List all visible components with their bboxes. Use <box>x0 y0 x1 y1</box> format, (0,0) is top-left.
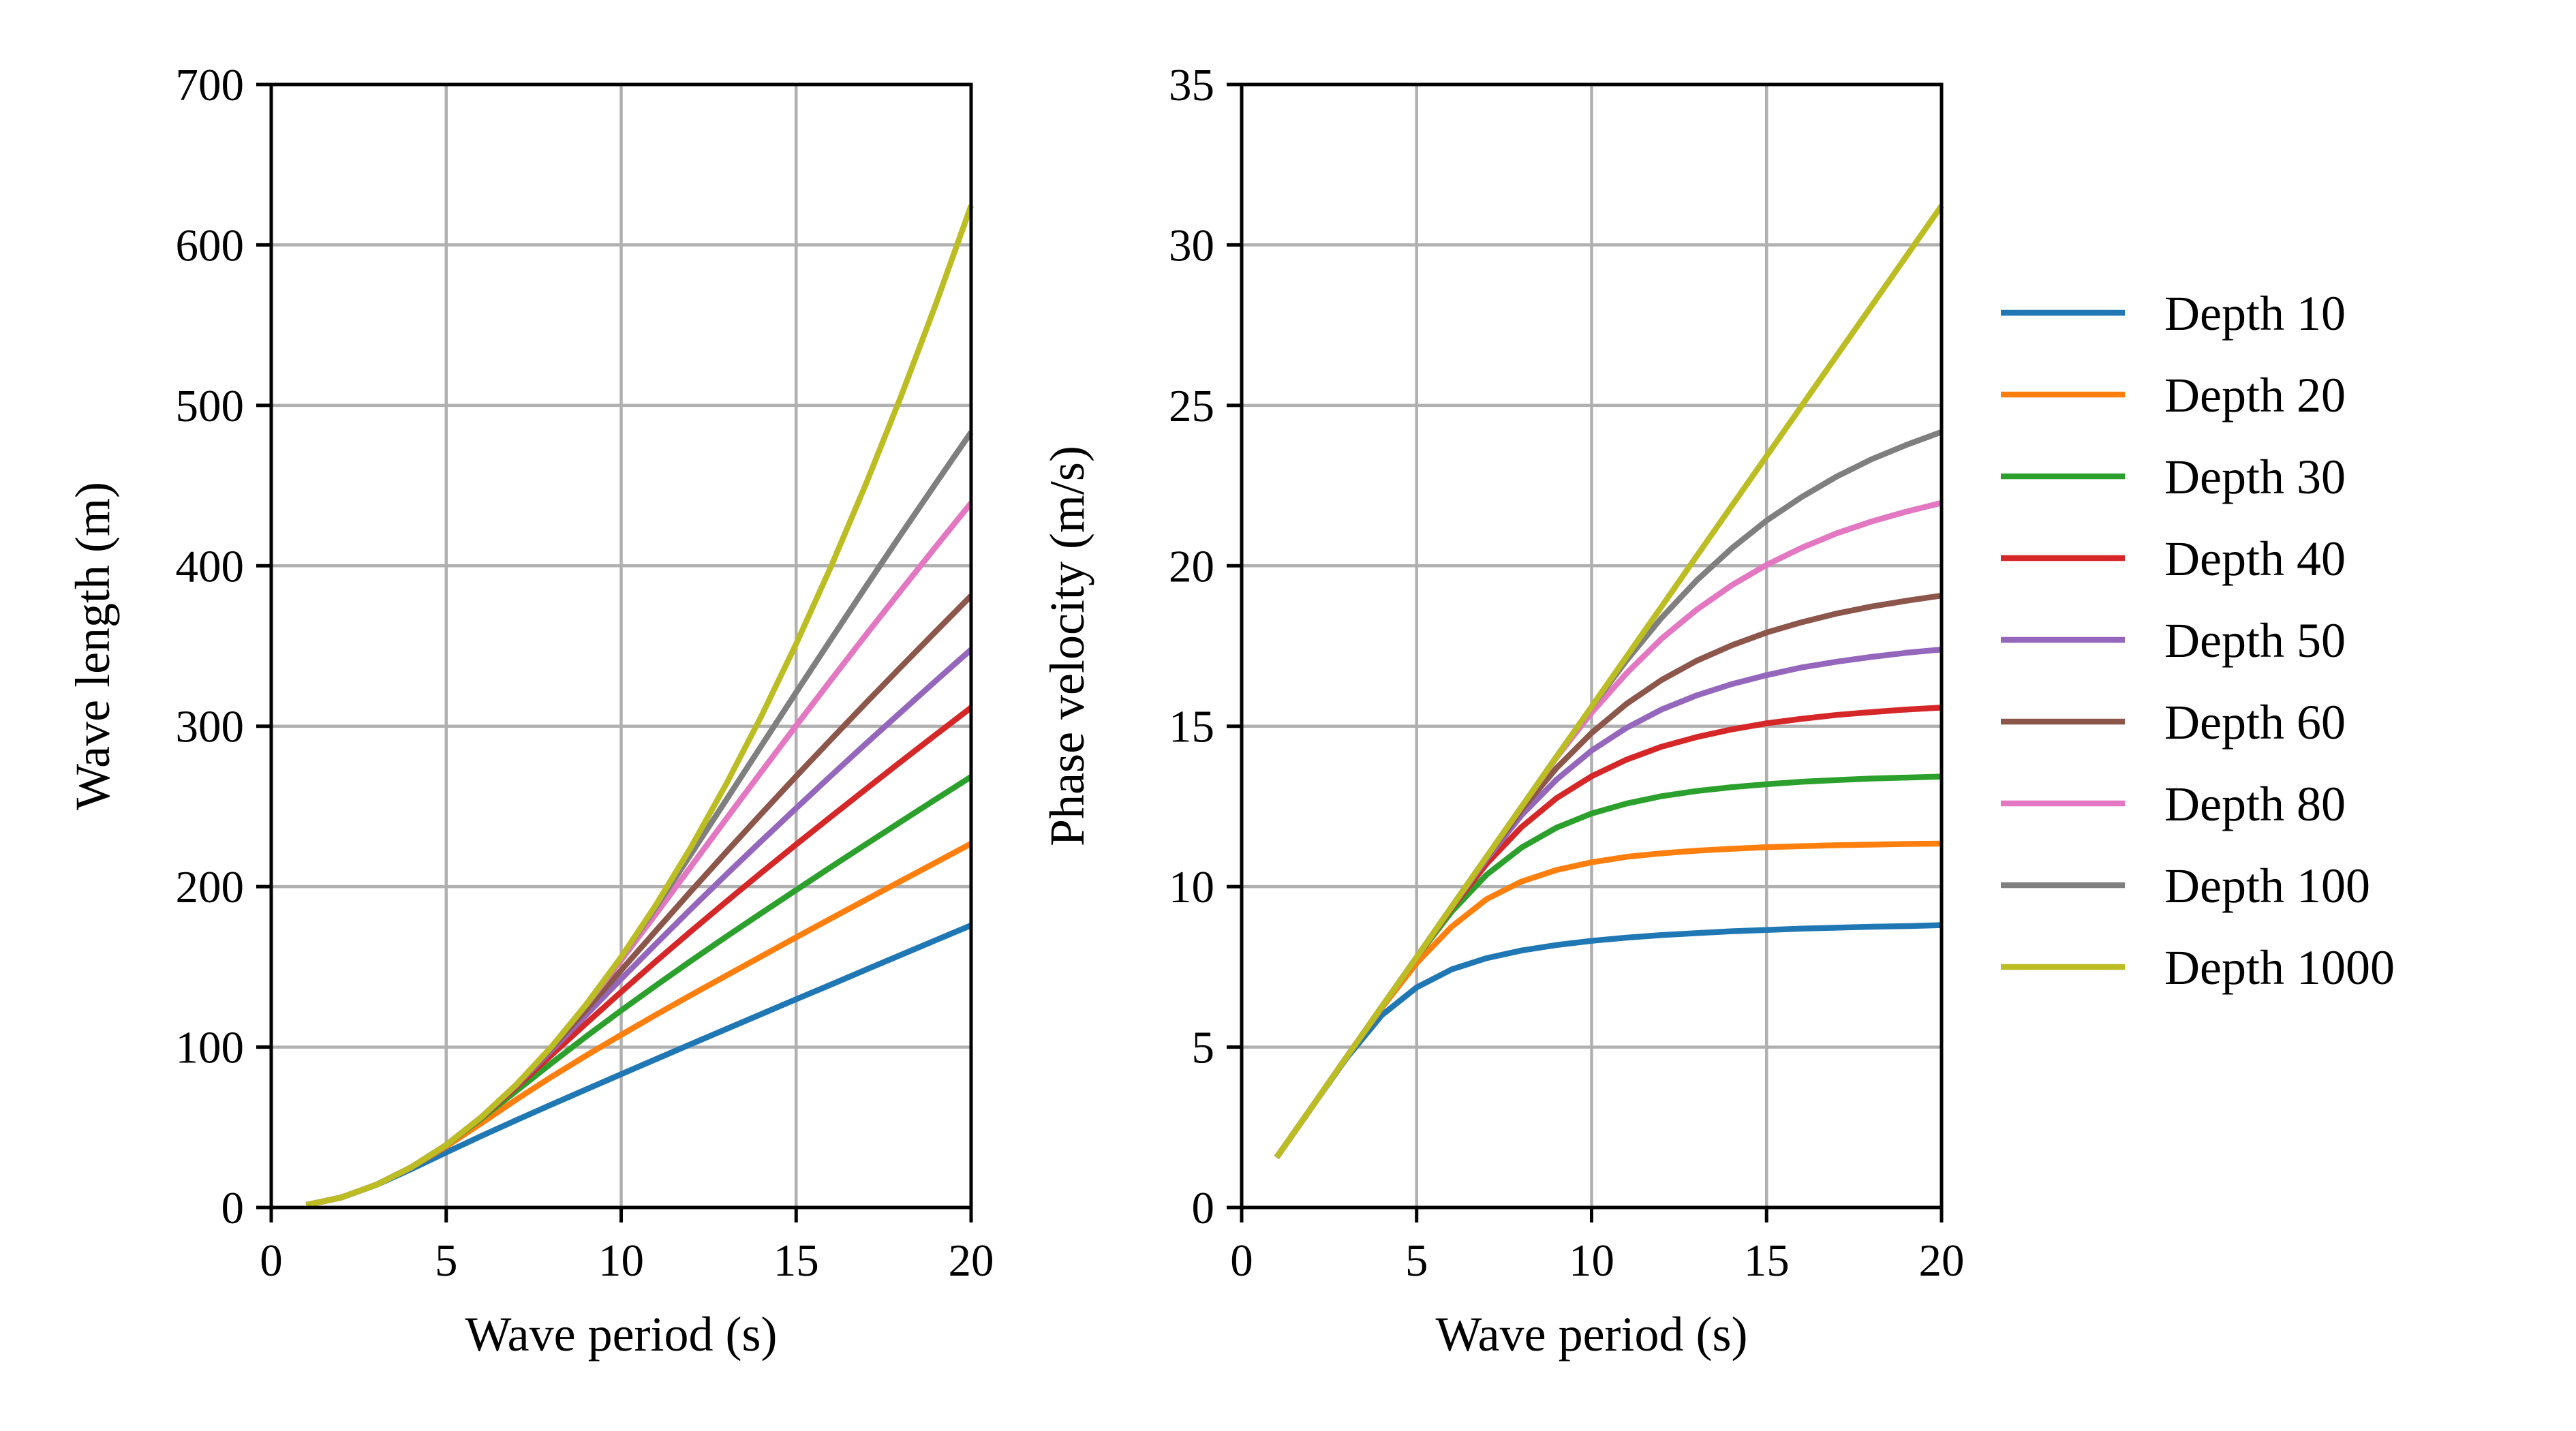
legend-label: Depth 50 <box>2164 613 2346 668</box>
y-axis-title: Phase velocity (m/s) <box>1040 446 1094 846</box>
legend-label: Depth 60 <box>2164 695 2346 750</box>
series-line-depth-10 <box>305 922 972 1208</box>
legend-label: Depth 1000 <box>2164 940 2395 995</box>
y-tick-label: 600 <box>176 220 245 271</box>
series-line-depth-20 <box>305 841 973 1208</box>
y-tick-label: 20 <box>1169 541 1214 591</box>
series-line-depth-10 <box>1274 922 1942 1159</box>
series-line-depth-30 <box>305 774 973 1208</box>
y-tick-label: 700 <box>176 60 245 110</box>
y-tick-label: 100 <box>176 1023 245 1073</box>
x-tick-label: 0 <box>1230 1235 1253 1286</box>
x-tick-label: 15 <box>773 1235 819 1286</box>
grid <box>1240 82 1944 1210</box>
y-tick-label: 5 <box>1192 1023 1215 1073</box>
series-line-depth-40 <box>305 705 973 1208</box>
x-axis-title: Wave period (s) <box>1435 1307 1747 1361</box>
legend-item: Depth 100 <box>2001 859 2370 913</box>
y-tick-label: 25 <box>1169 381 1214 431</box>
y-tick-label: 15 <box>1169 702 1214 752</box>
legend-label: Depth 40 <box>2164 532 2346 586</box>
x-tick-label: 10 <box>598 1235 644 1286</box>
x-tick-label: 20 <box>949 1235 994 1286</box>
x-axis-title: Wave period (s) <box>465 1307 777 1361</box>
series-line-depth-1000 <box>305 204 975 1208</box>
y-tick-label: 300 <box>176 702 245 752</box>
series-line-depth-40 <box>1274 705 1942 1159</box>
phase-velocity-panel: 0 5 10 15 20 0 5 10 15 20 25 30 35 Wave period (s) Pha… <box>1040 60 1965 1361</box>
series-line-depth-30 <box>1274 773 1942 1159</box>
y-axis-title: Wave length (m) <box>65 482 120 810</box>
legend-label: Depth 30 <box>2164 450 2346 504</box>
x-tick-label: 0 <box>260 1235 283 1286</box>
x-tick-label: 15 <box>1744 1235 1790 1286</box>
legend-item: Depth 50 <box>2001 613 2346 668</box>
series-line-depth-60 <box>305 594 974 1208</box>
x-tick-label: 20 <box>1919 1235 1965 1286</box>
legend-item: Depth 30 <box>2001 450 2346 504</box>
legend-label: Depth 80 <box>2164 777 2346 831</box>
series-line-depth-80 <box>305 501 974 1208</box>
legend-label: Depth 100 <box>2164 859 2370 913</box>
legend-item: Depth 1000 <box>2001 940 2395 995</box>
x-tick-label: 5 <box>435 1235 458 1286</box>
series-lines <box>1274 204 1944 1159</box>
x-tick-label: 10 <box>1569 1235 1614 1286</box>
legend-item: Depth 80 <box>2001 777 2346 831</box>
legend-label: Depth 20 <box>2164 368 2346 422</box>
y-tick-label: 200 <box>176 862 245 912</box>
legend: Depth 10 Depth 20 Depth 30 Depth 40 Depth 50… <box>2001 286 2395 995</box>
legend-item: Depth 40 <box>2001 532 2346 586</box>
y-tick-label: 10 <box>1169 862 1214 912</box>
series-line-depth-1000 <box>1274 204 1944 1159</box>
y-tick-label: 500 <box>176 381 245 431</box>
series-lines <box>305 204 975 1208</box>
series-line-depth-80 <box>1274 499 1943 1159</box>
y-tick-label: 30 <box>1169 220 1214 271</box>
grid <box>269 82 973 1210</box>
y-tick-label: 0 <box>1192 1183 1215 1233</box>
legend-item: Depth 60 <box>2001 695 2346 750</box>
y-tick-label: 400 <box>176 541 245 591</box>
legend-label: Depth 10 <box>2164 286 2346 341</box>
legend-item: Depth 20 <box>2001 368 2346 422</box>
y-tick-label: 0 <box>221 1183 245 1233</box>
series-line-depth-20 <box>1274 840 1942 1159</box>
series-line-depth-100 <box>305 430 974 1208</box>
x-tick-label: 5 <box>1405 1235 1428 1286</box>
y-tick-label: 35 <box>1169 60 1214 110</box>
legend-item: Depth 10 <box>2001 286 2346 341</box>
